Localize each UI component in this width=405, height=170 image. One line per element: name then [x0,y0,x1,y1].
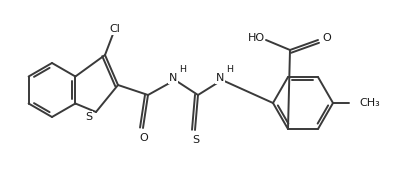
Text: S: S [192,135,199,145]
Text: O: O [322,33,330,43]
Text: H: H [226,65,232,74]
Text: Cl: Cl [109,24,120,34]
Text: N: N [168,73,177,83]
Text: CH₃: CH₃ [358,98,379,108]
Text: O: O [139,133,148,143]
Text: N: N [215,73,224,83]
Text: S: S [85,112,92,122]
Text: HO: HO [247,33,264,43]
Text: H: H [179,65,185,74]
